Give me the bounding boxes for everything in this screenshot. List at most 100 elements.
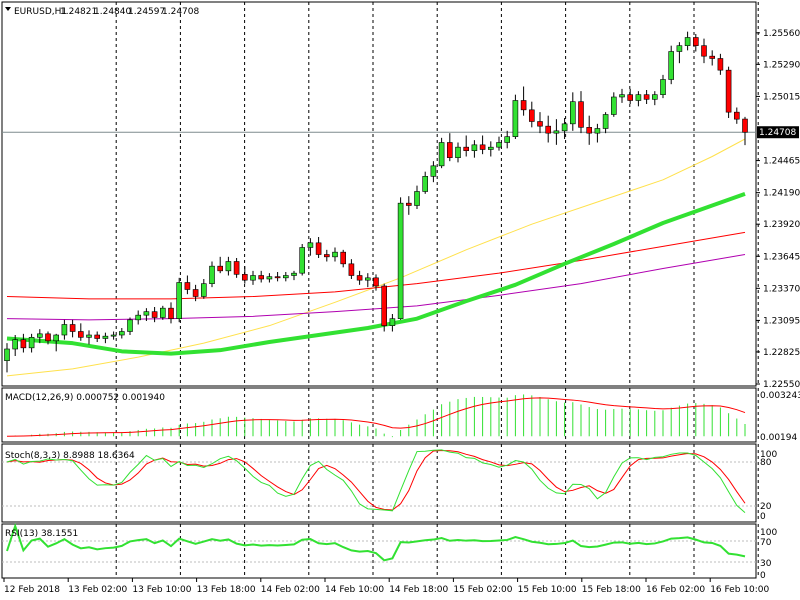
ohlc-high: 1.24840 xyxy=(94,7,131,17)
candle xyxy=(299,244,306,276)
candle-body xyxy=(201,283,207,297)
price-panel: 1.25560 1.25290 1.25015 1.24465 1.24190 1.239… xyxy=(1,1,800,390)
candle xyxy=(586,115,593,145)
candle-body xyxy=(610,96,617,115)
candle xyxy=(471,140,478,158)
candle-body xyxy=(635,94,642,101)
candle-body xyxy=(315,242,322,255)
candle xyxy=(45,331,51,345)
candlesticks xyxy=(4,31,748,373)
time-tick-label: 13 Feb 10:00 xyxy=(132,585,191,595)
candle-body xyxy=(176,282,182,319)
candle-body xyxy=(233,261,240,275)
price-tick-label: 1.24465 xyxy=(763,157,800,167)
macd-label: MACD(12,26,9) 0.000752 0.001940 xyxy=(5,393,165,403)
macd-histogram xyxy=(14,394,746,438)
candle-body xyxy=(586,127,593,134)
macd-tick-signal: 0.00194 xyxy=(760,433,797,443)
candle xyxy=(233,258,240,278)
candle-body xyxy=(446,142,453,158)
candle-body xyxy=(397,202,404,319)
candle xyxy=(635,91,642,107)
candle-body xyxy=(569,101,576,125)
candle-body xyxy=(110,334,117,337)
caret-down-icon[interactable] xyxy=(5,7,11,11)
stochastic-day-separators xyxy=(115,444,759,522)
time-tick-label: 13 Feb 02:00 xyxy=(68,585,127,595)
current-price-label: 1.24708 xyxy=(759,128,796,138)
candle xyxy=(389,314,396,332)
candle xyxy=(127,317,133,335)
candle xyxy=(110,331,117,340)
candle xyxy=(496,136,502,151)
candle-body xyxy=(414,191,420,206)
candle-body xyxy=(717,58,724,71)
rsi-panel-frame xyxy=(1,523,757,579)
candle-body xyxy=(299,247,306,274)
candle xyxy=(340,249,347,268)
candle-body xyxy=(709,55,716,59)
candle xyxy=(135,310,141,325)
candle-body xyxy=(12,339,18,350)
candle-body xyxy=(258,275,265,280)
candle-body xyxy=(225,261,232,272)
candle-body xyxy=(151,311,158,318)
candle-body xyxy=(86,334,92,338)
candle xyxy=(86,330,92,345)
candle xyxy=(53,333,60,352)
candle xyxy=(291,270,297,281)
candle-body xyxy=(668,51,675,80)
price-tick-label: 1.23370 xyxy=(763,284,800,294)
candle-body xyxy=(422,176,429,192)
price-tick-label: 1.22550 xyxy=(763,380,800,390)
candle xyxy=(282,272,289,282)
stoch-tick-20: 20 xyxy=(760,502,772,512)
candle-body xyxy=(143,311,150,316)
candle xyxy=(94,331,100,342)
candle-body xyxy=(701,45,707,57)
candle xyxy=(274,272,281,282)
candle xyxy=(184,275,191,295)
candle-body xyxy=(242,274,248,281)
rsi-tick-30: 30 xyxy=(760,559,772,569)
candle xyxy=(151,307,158,323)
candle xyxy=(709,50,716,66)
candle-body xyxy=(282,275,289,279)
candle xyxy=(610,92,617,117)
candle xyxy=(504,130,511,149)
candle-body xyxy=(561,123,568,132)
candle-body xyxy=(274,276,281,279)
candle xyxy=(168,302,174,324)
candle xyxy=(12,335,18,356)
candle-body xyxy=(742,118,748,133)
candle xyxy=(528,101,535,128)
candle-body xyxy=(94,334,100,339)
price-tick-label: 1.23095 xyxy=(763,316,800,326)
stoch-label: Stoch(8,3,3) 8.8988 18.6364 xyxy=(5,451,135,461)
candle xyxy=(315,237,322,258)
time-tick-label: 16 Feb 10:00 xyxy=(710,585,769,595)
candle-body xyxy=(479,144,486,150)
candle-body xyxy=(340,251,347,265)
stoch-tick-100: 100 xyxy=(760,450,777,460)
macd-signal-line xyxy=(6,397,746,437)
time-axis: 12 Feb 2018 13 Feb 02:00 13 Feb 10:00 13 Fe… xyxy=(3,578,770,595)
candle xyxy=(455,142,461,163)
rsi-day-separators xyxy=(115,524,759,578)
ohlc-open: 1.24821 xyxy=(60,7,97,17)
candle-body xyxy=(496,142,502,148)
candle xyxy=(569,92,576,131)
candle-body xyxy=(127,319,133,332)
candle-body xyxy=(348,263,355,276)
candle-body xyxy=(307,242,314,248)
candle-body xyxy=(266,276,273,280)
candle xyxy=(397,197,404,320)
candle xyxy=(520,86,527,116)
candle-body xyxy=(660,79,666,95)
rsi-label: RSI(13) 38.1551 xyxy=(5,529,78,539)
candle-body xyxy=(537,121,543,127)
candle xyxy=(725,66,732,118)
candle xyxy=(332,247,338,262)
time-tick-label: 14 Feb 02:00 xyxy=(261,585,320,595)
candle-body xyxy=(594,128,601,134)
